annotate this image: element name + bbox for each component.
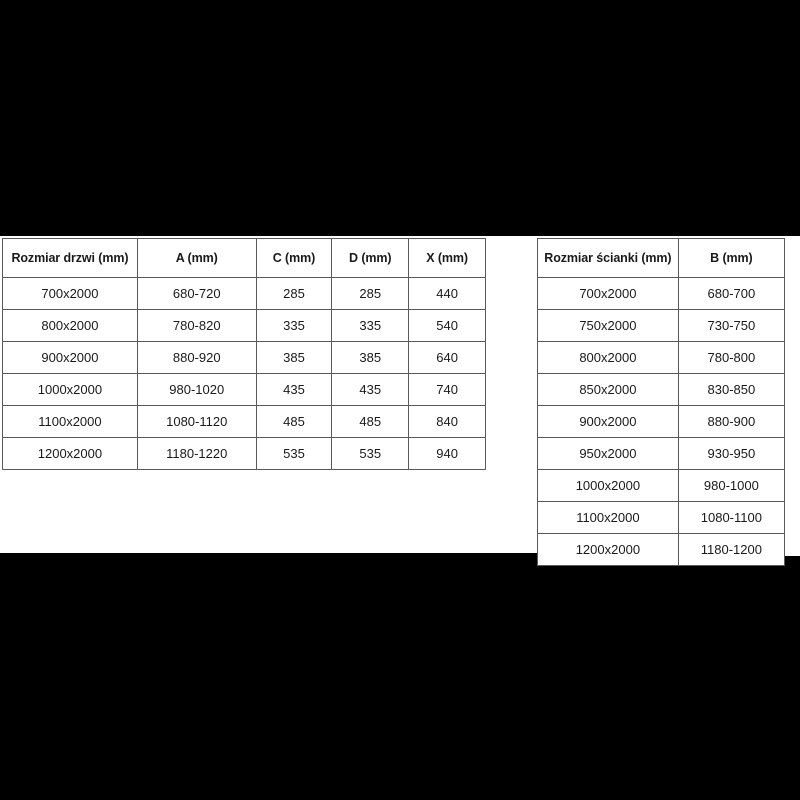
cell-b: 880-900 <box>677 405 786 438</box>
cell-b: 980-1000 <box>677 469 786 502</box>
cell-a: 980-1020 <box>136 373 257 406</box>
cell-a: 680-720 <box>136 277 257 310</box>
cell-x: 940 <box>408 437 486 470</box>
door-size-table-body: 700x2000 680-720 285 285 440 800x2000 78… <box>2 277 486 470</box>
table-row: 900x2000 880-900 <box>537 405 786 438</box>
cell-c: 435 <box>255 373 333 406</box>
cell-x: 440 <box>408 277 486 310</box>
cell-d: 335 <box>331 309 410 342</box>
cell-door-size: 1100x2000 <box>2 405 138 438</box>
cell-b: 780-800 <box>677 341 786 374</box>
cell-b: 1080-1100 <box>677 501 786 534</box>
table-row: 950x2000 930-950 <box>537 437 786 470</box>
cell-x: 740 <box>408 373 486 406</box>
cell-wall-size: 850x2000 <box>537 373 679 406</box>
column-header-x: X (mm) <box>408 238 486 278</box>
door-size-table: Rozmiar drzwi (mm) A (mm) C (mm) D (mm) … <box>2 238 486 470</box>
cell-c: 485 <box>255 405 333 438</box>
cell-door-size: 1000x2000 <box>2 373 138 406</box>
table-row: 1200x2000 1180-1200 <box>537 533 786 566</box>
cell-d: 285 <box>331 277 410 310</box>
cell-b: 680-700 <box>677 277 786 310</box>
cell-d: 385 <box>331 341 410 374</box>
wall-size-table: Rozmiar ścianki (mm) B (mm) 700x2000 680… <box>537 238 786 566</box>
cell-wall-size: 800x2000 <box>537 341 679 374</box>
cell-a: 780-820 <box>136 309 257 342</box>
cell-a: 1080-1120 <box>136 405 257 438</box>
table-row: 1200x2000 1180-1220 535 535 940 <box>2 437 486 470</box>
cell-b: 930-950 <box>677 437 786 470</box>
cell-door-size: 800x2000 <box>2 309 138 342</box>
table-row: 750x2000 730-750 <box>537 309 786 342</box>
cell-wall-size: 1100x2000 <box>537 501 679 534</box>
table-row: 1100x2000 1080-1100 <box>537 501 786 534</box>
cell-d: 435 <box>331 373 410 406</box>
column-header-a: A (mm) <box>136 238 257 278</box>
table-row: 800x2000 780-800 <box>537 341 786 374</box>
cell-x: 540 <box>408 309 486 342</box>
cell-wall-size: 750x2000 <box>537 309 679 342</box>
cell-b: 730-750 <box>677 309 786 342</box>
cell-b: 1180-1200 <box>677 533 786 566</box>
cell-c: 335 <box>255 309 333 342</box>
cell-c: 385 <box>255 341 333 374</box>
table-row: 1100x2000 1080-1120 485 485 840 <box>2 405 486 438</box>
column-header-d: D (mm) <box>331 238 410 278</box>
table-row: 700x2000 680-700 <box>537 277 786 310</box>
cell-wall-size: 700x2000 <box>537 277 679 310</box>
cell-d: 485 <box>331 405 410 438</box>
cell-c: 535 <box>255 437 333 470</box>
cell-wall-size: 950x2000 <box>537 437 679 470</box>
cell-wall-size: 1000x2000 <box>537 469 679 502</box>
cell-wall-size: 900x2000 <box>537 405 679 438</box>
cell-x: 840 <box>408 405 486 438</box>
wall-size-table-head: Rozmiar ścianki (mm) B (mm) <box>537 238 786 278</box>
door-size-table-head: Rozmiar drzwi (mm) A (mm) C (mm) D (mm) … <box>2 238 486 278</box>
column-header-b: B (mm) <box>677 238 786 278</box>
cell-a: 880-920 <box>136 341 257 374</box>
column-header-door-size: Rozmiar drzwi (mm) <box>2 238 138 278</box>
cell-b: 830-850 <box>677 373 786 406</box>
wall-size-table-body: 700x2000 680-700 750x2000 730-750 800x20… <box>537 277 786 566</box>
column-header-wall-size: Rozmiar ścianki (mm) <box>537 238 679 278</box>
cell-door-size: 900x2000 <box>2 341 138 374</box>
cell-door-size: 700x2000 <box>2 277 138 310</box>
table-row: 700x2000 680-720 285 285 440 <box>2 277 486 310</box>
table-row: 900x2000 880-920 385 385 640 <box>2 341 486 374</box>
cell-a: 1180-1220 <box>136 437 257 470</box>
table-row: 800x2000 780-820 335 335 540 <box>2 309 486 342</box>
table-row: 850x2000 830-850 <box>537 373 786 406</box>
table-header-row: Rozmiar ścianki (mm) B (mm) <box>537 238 786 278</box>
table-row: 1000x2000 980-1020 435 435 740 <box>2 373 486 406</box>
cell-door-size: 1200x2000 <box>2 437 138 470</box>
table-row: 1000x2000 980-1000 <box>537 469 786 502</box>
cell-wall-size: 1200x2000 <box>537 533 679 566</box>
cell-x: 640 <box>408 341 486 374</box>
table-header-row: Rozmiar drzwi (mm) A (mm) C (mm) D (mm) … <box>2 238 486 278</box>
cell-c: 285 <box>255 277 333 310</box>
column-header-c: C (mm) <box>255 238 333 278</box>
cell-d: 535 <box>331 437 410 470</box>
